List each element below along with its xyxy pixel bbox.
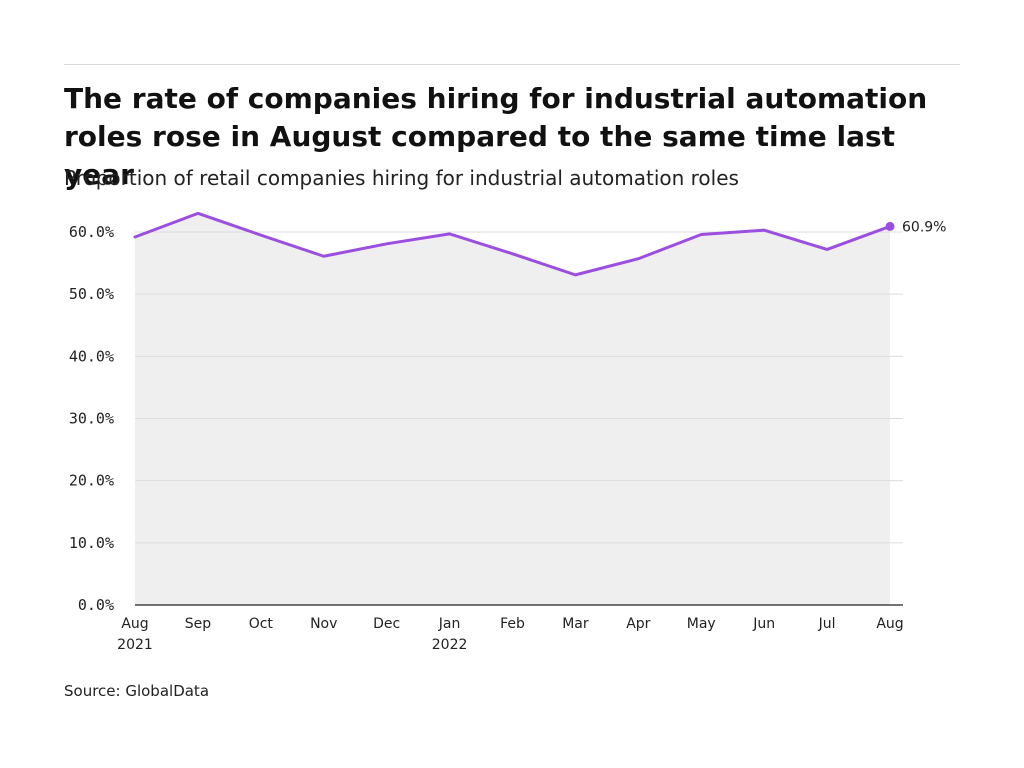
source-note: Source: GlobalData [64, 682, 210, 700]
x-tick-label: Apr [626, 616, 650, 632]
x-tick-label: Feb [500, 616, 525, 632]
end-point-marker [885, 221, 895, 231]
x-tick-label: Oct [249, 616, 274, 632]
x-tick-label: Aug [876, 616, 903, 632]
x-tick-label: Aug 2021 [117, 616, 153, 653]
area-fill [135, 213, 890, 605]
x-tick-label: Jan 2022 [432, 616, 468, 653]
top-divider [64, 64, 960, 65]
y-tick-label: 50.0% [69, 285, 114, 303]
y-tick-label: 10.0% [69, 534, 114, 552]
y-tick-label: 20.0% [69, 472, 114, 490]
series-line [133, 211, 892, 277]
x-tick-label: Jul [818, 616, 836, 632]
x-tick-label: Mar [562, 616, 589, 632]
x-tick-label: Dec [373, 616, 400, 632]
y-tick-label: 40.0% [69, 347, 114, 365]
x-tick-label: Sep [185, 616, 212, 632]
y-tick-label: 0.0% [78, 596, 114, 614]
x-tick-label: Jun [752, 616, 775, 632]
x-tick-label: May [687, 616, 716, 632]
chart-subtitle: Proportion of retail companies hiring fo… [64, 166, 739, 190]
x-tick-label: Nov [310, 616, 337, 632]
end-point-label: 60.9% [902, 219, 946, 235]
chart-title: The rate of companies hiring for industr… [64, 82, 928, 191]
y-tick-label: 60.0% [69, 223, 114, 241]
y-tick-label: 30.0% [69, 410, 114, 428]
